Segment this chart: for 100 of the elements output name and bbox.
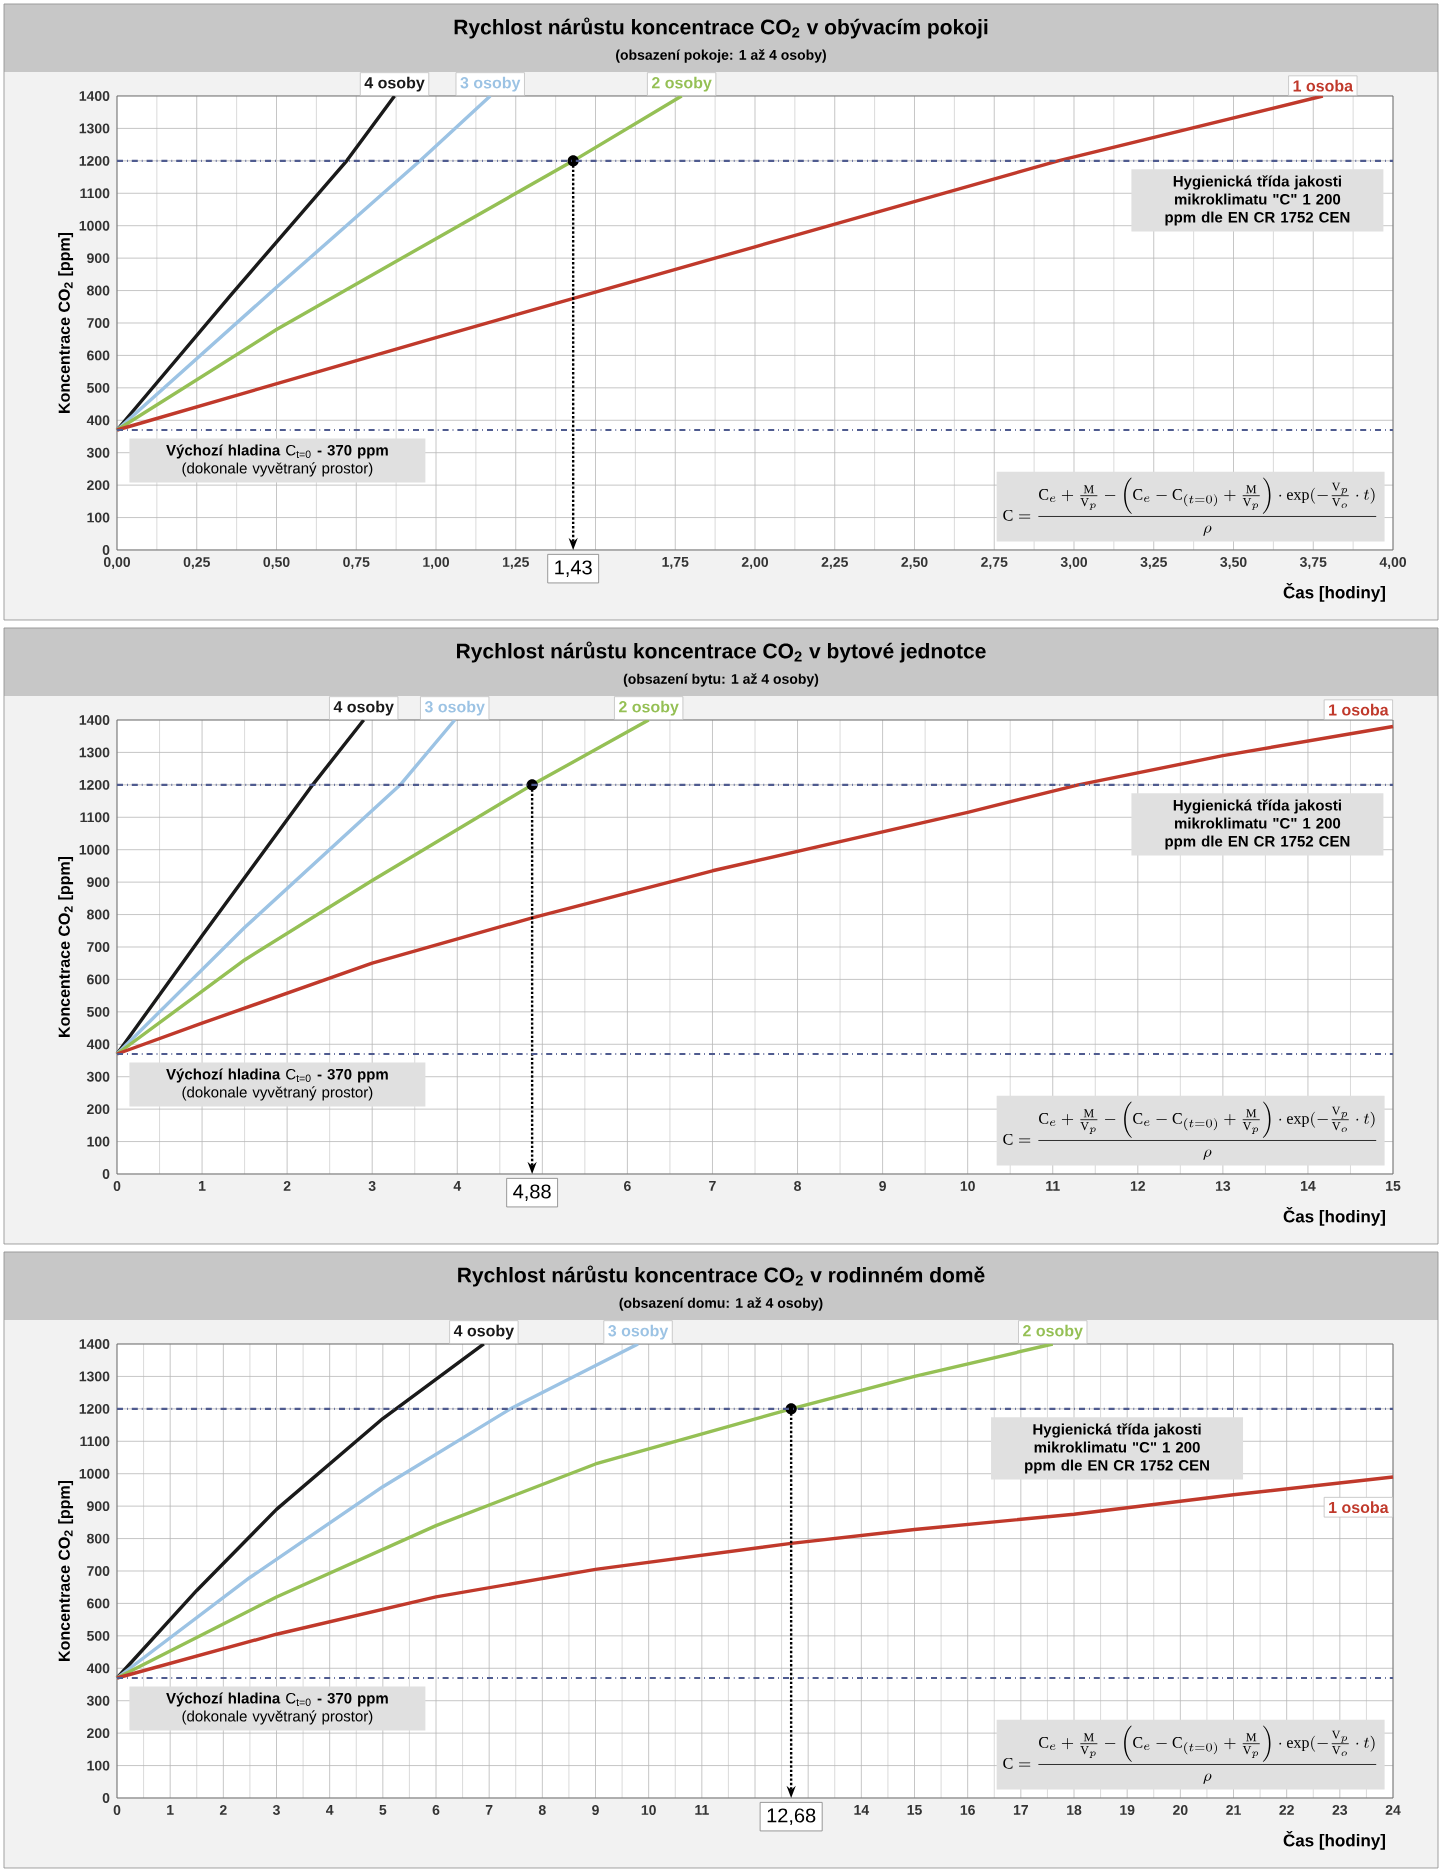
x-axis-title: Čas [hodiny] <box>1283 1207 1385 1226</box>
y-tick-label: 100 <box>87 512 110 523</box>
y-tick-label: 1100 <box>80 1436 110 1447</box>
y-tick-label: 0 <box>102 545 110 555</box>
ref-line-label: Hygienická třída jakosti mikroklimatu "C" 1 200 ppm dle EN CR 1752 CEN <box>1165 175 1350 226</box>
chart-subtitle: (obsazení bytu: 1 až 4 osoby) <box>623 673 819 687</box>
annotation: Výchozí hladina C$_{t=0}$ - 370 ppm (dokonale vyvětraný prostor) <box>166 1068 388 1101</box>
x-tick-label: 3,75 <box>1299 557 1327 569</box>
x-tick-label: 23 <box>1332 1805 1348 1815</box>
x-tick-label: 15 <box>907 1805 922 1815</box>
y-tick-label: 1100 <box>80 812 110 823</box>
x-tick-label: 20 <box>1173 1805 1188 1815</box>
x-tick-label: 7 <box>709 1181 716 1191</box>
line-series <box>115 94 397 432</box>
x-tick-label: 1,00 <box>423 557 450 569</box>
series-label: 3 osoby <box>424 700 485 716</box>
y-tick-label: 0 <box>102 1793 110 1803</box>
x-tick-label: 1,25 <box>503 557 529 569</box>
y-tick-label: 500 <box>87 1006 110 1017</box>
y-tick-label: 1200 <box>79 1403 110 1414</box>
x-tick-label: 4,00 <box>1379 557 1407 569</box>
annotation: 4,88 <box>513 1184 551 1201</box>
x-tick-label: 2,75 <box>981 557 1008 569</box>
x-tick-label: 0 <box>113 1805 121 1815</box>
x-tick-label: 3,25 <box>1140 557 1167 569</box>
x-tick-label: 16 <box>960 1805 975 1815</box>
x-tick-label: 2,50 <box>901 557 928 569</box>
y-tick-label: 100 <box>87 1136 110 1147</box>
x-axis-title: Čas [hodiny] <box>1283 583 1385 602</box>
y-tick-label: 800 <box>87 285 110 296</box>
y-tick-label: 300 <box>86 1071 110 1082</box>
x-tick-label: 14 <box>1301 1181 1316 1191</box>
annotation: $\mathrm{C}=\frac{\mathrm{C}_{e}+\frac{\mathrm{M}}{\mathrm{V}_{p}}-\left(\mathrm{C}_{e}-\mathrm{C}_{(t=0)}+\frac{\mathrm{M}}{\mathrm{V}_{p}}\right)\cdot\exp(-\frac{\mathrm{V}_{p}}{\mathrm{V}_{o}}\cdot t)}{\rho}$ <box>1003 477 1377 536</box>
annotation: Výchozí hladina C$_{t=0}$ - 370 ppm (dokonale vyvětraný prostor) <box>166 1692 388 1725</box>
x-tick-label: 13 <box>1215 1181 1231 1191</box>
y-tick-label: 1200 <box>79 779 110 790</box>
x-tick-label: 9 <box>879 1181 886 1191</box>
y-tick-label: 700 <box>87 318 110 328</box>
x-tick-label: 2 <box>219 1805 227 1815</box>
series-label: 3 osoby <box>608 1324 669 1340</box>
ref-line-label: Hygienická třída jakosti mikroklimatu "C" 1 200 ppm dle EN CR 1752 CEN <box>1165 799 1350 850</box>
y-tick-label: 600 <box>87 350 110 361</box>
x-axis-title: Čas [hodiny] <box>1283 1831 1385 1850</box>
y-tick-label: 1200 <box>79 155 110 166</box>
x-tick-label: 19 <box>1120 1805 1135 1815</box>
y-tick-label: 100 <box>87 1760 110 1771</box>
chart-subtitle: (obsazení domu: 1 až 4 osoby) <box>619 1297 823 1311</box>
y-tick-label: 1100 <box>80 188 110 199</box>
series-label: 1 osoba <box>1329 703 1389 716</box>
x-tick-label: 3 <box>272 1805 280 1815</box>
x-tick-label: 0,50 <box>263 557 290 569</box>
x-tick-label: 14 <box>854 1805 870 1815</box>
series-label: 2 osoby <box>1023 1324 1083 1340</box>
y-tick-label: 1400 <box>79 715 110 725</box>
chart-title: Rychlost nárůstu koncentrace CO$_{2}$ v rodinném domě <box>458 1265 985 1287</box>
x-tick-label: 11 <box>1046 1181 1060 1191</box>
y-axis-title: Koncentrace CO$_{2}$ [ppm] <box>58 1480 74 1661</box>
x-tick-label: 0,75 <box>343 557 370 569</box>
series-label: 4 osoby <box>453 1324 514 1340</box>
x-tick-label: 22 <box>1279 1805 1294 1815</box>
x-tick-label: 9 <box>592 1805 599 1815</box>
x-tick-label: 10 <box>960 1181 975 1191</box>
series-label: 4 osoby <box>333 700 394 716</box>
x-tick-label: 8 <box>794 1181 801 1191</box>
y-tick-label: 700 <box>87 942 110 952</box>
x-tick-label: 4 <box>453 1181 462 1191</box>
x-tick-label: 5 <box>379 1805 387 1815</box>
y-tick-label: 1300 <box>79 747 110 758</box>
y-tick-label: 200 <box>87 1104 110 1115</box>
line-series <box>115 1475 1395 1680</box>
x-tick-label: 18 <box>1067 1805 1082 1815</box>
y-tick-label: 1400 <box>79 1339 110 1349</box>
x-tick-label: 24 <box>1385 1805 1401 1815</box>
y-tick-label: 1400 <box>79 91 110 101</box>
x-tick-label: 0,00 <box>103 557 131 569</box>
series-label: 1 osoba <box>1329 1501 1389 1514</box>
line-series <box>115 94 684 432</box>
y-axis-title: Koncentrace CO$_{2}$ [ppm] <box>58 856 74 1037</box>
annotation: $\mathrm{C}=\frac{\mathrm{C}_{e}+\frac{\mathrm{M}}{\mathrm{V}_{p}}-\left(\mathrm{C}_{e}-\mathrm{C}_{(t=0)}+\frac{\mathrm{M}}{\mathrm{V}_{p}}\right)\cdot\exp(-\frac{\mathrm{V}_{p}}{\mathrm{V}_{o}}\cdot t)}{\rho}$ <box>1003 1725 1377 1784</box>
y-tick-label: 500 <box>87 382 110 393</box>
annotation: 1,43 <box>555 560 592 577</box>
x-tick-label: 1 <box>167 1805 174 1815</box>
y-tick-label: 400 <box>86 415 110 426</box>
x-tick-label: 2,00 <box>741 557 769 569</box>
y-tick-label: 800 <box>87 1533 110 1544</box>
y-tick-label: 300 <box>86 447 110 458</box>
x-tick-label: 11 <box>695 1805 709 1815</box>
chart-subtitle: (obsazení pokoje: 1 až 4 osoby) <box>616 49 826 63</box>
x-tick-label: 17 <box>1013 1805 1028 1815</box>
y-axis-title: Koncentrace CO$_{2}$ [ppm] <box>58 232 74 413</box>
series-label: 3 osoby <box>460 76 521 92</box>
x-tick-label: 0,25 <box>183 557 210 569</box>
y-tick-label: 200 <box>87 480 110 491</box>
annotation: 12,68 <box>767 1808 816 1825</box>
y-tick-label: 900 <box>87 253 110 264</box>
y-tick-label: 700 <box>87 1566 110 1576</box>
x-tick-label: 12 <box>1130 1181 1146 1191</box>
annotation: $\mathrm{C}=\frac{\mathrm{C}_{e}+\frac{\mathrm{M}}{\mathrm{V}_{p}}-\left(\mathrm{C}_{e}-\mathrm{C}_{(t=0)}+\frac{\mathrm{M}}{\mathrm{V}_{p}}\right)\cdot\exp(-\frac{\mathrm{V}_{p}}{\mathrm{V}_{o}}\cdot t)}{\rho}$ <box>1003 1101 1377 1160</box>
series-label: 4 osoby <box>364 76 425 92</box>
y-tick-label: 400 <box>86 1663 110 1674</box>
